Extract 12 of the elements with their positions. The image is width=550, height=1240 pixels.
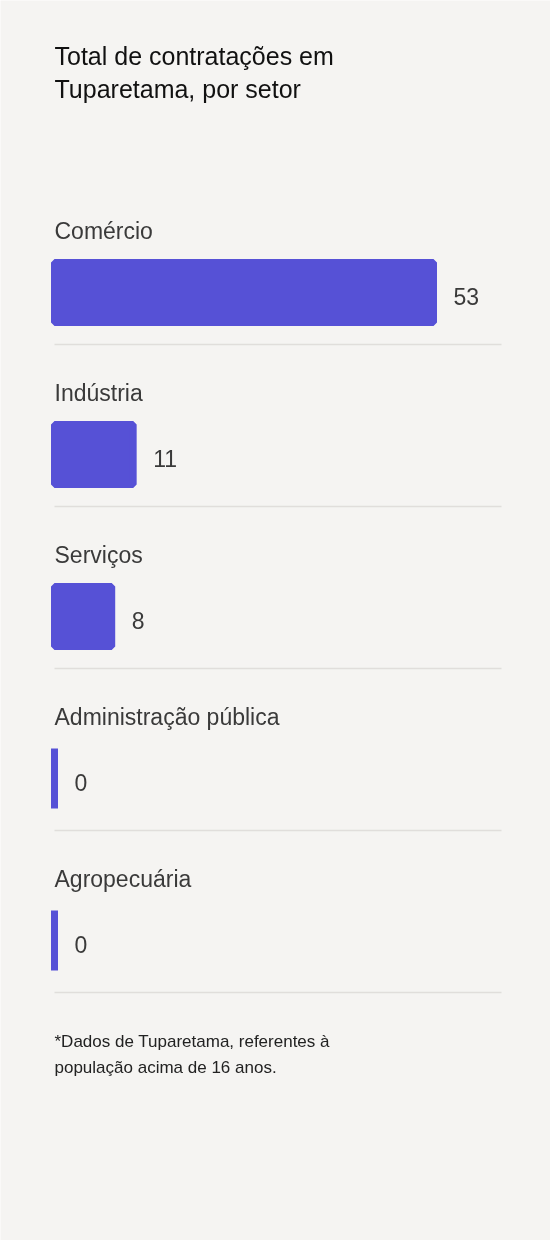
y-tick-label: Administração pública — [54, 703, 280, 730]
text: *Dados de Tuparetama, referentes à população acima de 16 anos. — [54, 1032, 331, 1077]
y-tick-label: Serviços — [54, 541, 143, 568]
y-tick-label: Agropecuária — [54, 865, 192, 892]
data-label: 0 — [74, 932, 88, 958]
data-label: 0 — [74, 770, 88, 796]
data-label: 53 — [453, 284, 480, 310]
y-tick-label: Comércio — [54, 217, 153, 244]
chart-title: Total de contratações em Tuparetama, por setor — [54, 41, 334, 103]
data-label: 11 — [153, 446, 178, 472]
y-tick-label: Indústria — [54, 379, 143, 406]
data-label: 8 — [131, 608, 145, 634]
